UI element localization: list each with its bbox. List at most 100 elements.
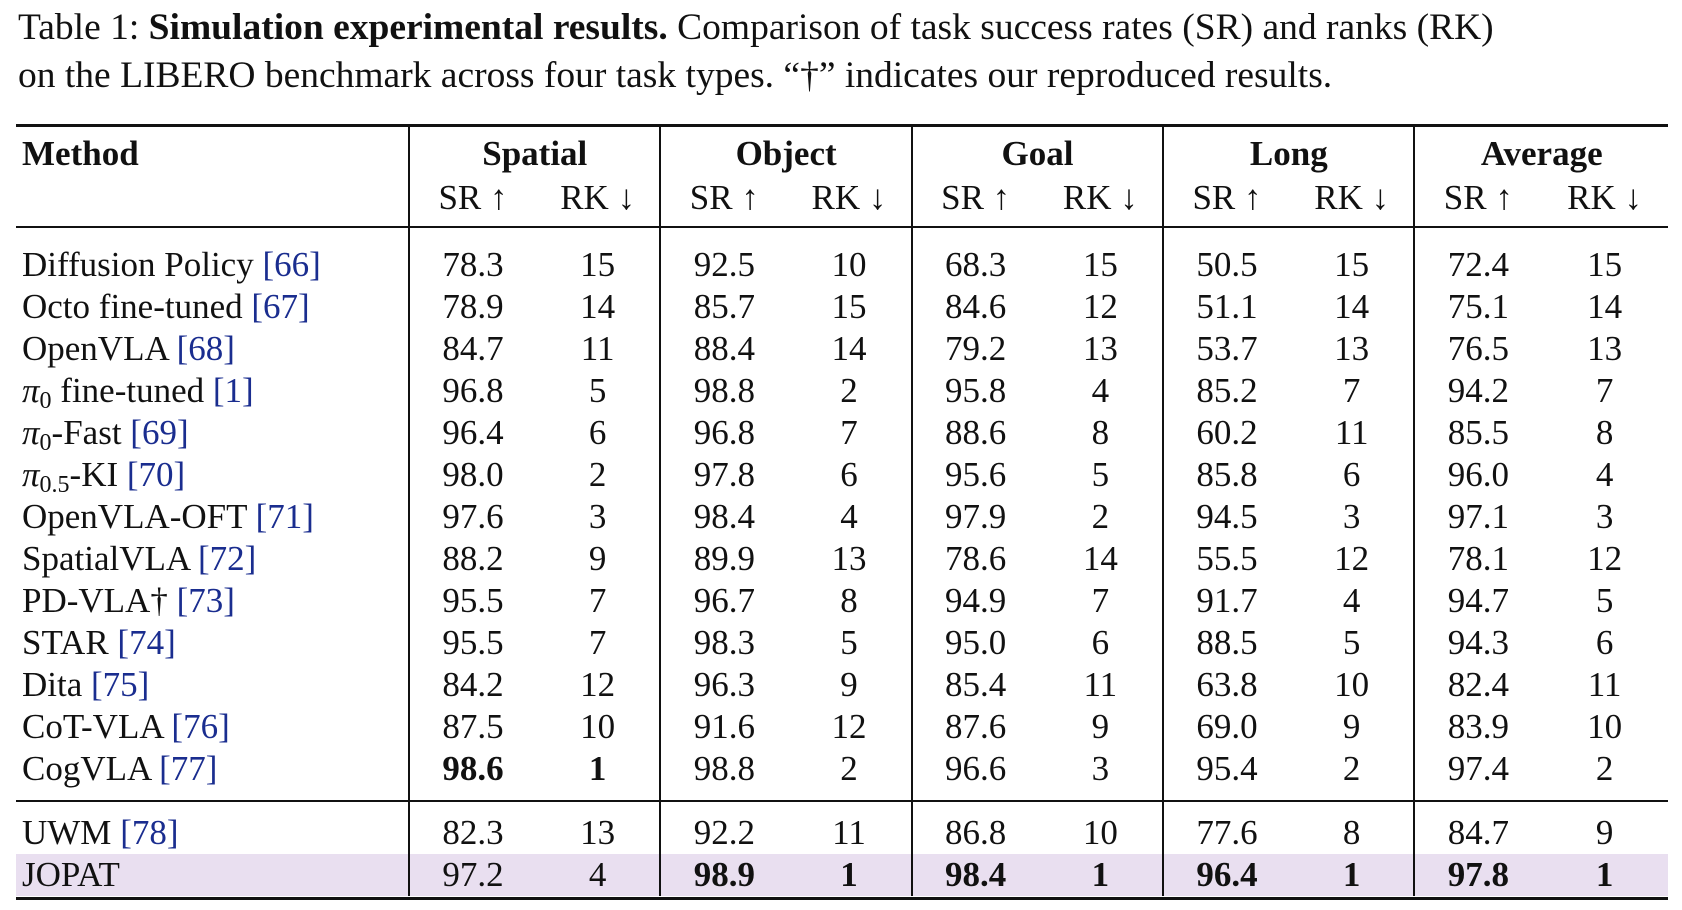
- sr-value: 95.5: [408, 580, 536, 622]
- citation-link[interactable]: [71]: [255, 497, 314, 536]
- citation-link[interactable]: [73]: [176, 581, 235, 620]
- sr-value: 94.9: [910, 580, 1039, 622]
- rk-value: 13: [1334, 329, 1370, 368]
- sr-value: 95.0: [910, 622, 1039, 664]
- caption-line-1: Table 1: Simulation experimental results…: [18, 4, 1668, 52]
- sr-value: 53.7: [1162, 328, 1290, 370]
- top-rule: [16, 124, 1668, 127]
- rk-value: 13: [580, 813, 616, 852]
- method-cell: STAR [74]: [16, 622, 409, 664]
- table-row: OpenVLA [68] 84.7 11 88.4 14 79.2 13 53.7 13 76.5…: [16, 328, 1668, 370]
- sr-value: 91.7: [1162, 580, 1290, 622]
- rk-value: 14: [1082, 539, 1118, 578]
- rk-value: 10: [580, 707, 616, 746]
- rk-value: 9: [1342, 707, 1361, 746]
- citation-link[interactable]: [68]: [176, 329, 235, 368]
- method-cell: SpatialVLA [72]: [16, 538, 409, 580]
- citation-link[interactable]: [77]: [159, 749, 218, 788]
- group-header-long: Long: [1162, 126, 1415, 176]
- sr-value: 85.5: [1413, 412, 1542, 454]
- citation-link[interactable]: [67]: [251, 287, 310, 326]
- sr-value: 94.2: [1413, 370, 1542, 412]
- citation-link[interactable]: [72]: [197, 539, 257, 578]
- sr-value: 92.5: [659, 227, 788, 286]
- sr-value: 91.6: [659, 706, 788, 748]
- rk-value: 4: [1595, 455, 1614, 494]
- rk-value: 7: [588, 623, 607, 662]
- caption-label: Table 1:: [18, 7, 140, 48]
- citation-link[interactable]: [74]: [117, 623, 176, 662]
- sr-header: SR ↑: [1162, 176, 1290, 228]
- citation-link[interactable]: [66]: [262, 245, 321, 284]
- citation-link[interactable]: [75]: [91, 665, 150, 704]
- rk-value: 7: [1342, 371, 1361, 410]
- rk-value: 14: [580, 287, 616, 326]
- rk-value: 2: [1541, 748, 1668, 802]
- rk-value: 4: [1091, 371, 1110, 410]
- table-row: Octo fine-tuned [67] 78.9 14 85.7 15 84.6 12 51…: [16, 286, 1668, 328]
- rk-value: 3: [588, 497, 607, 536]
- sr-value: 97.1: [1413, 496, 1542, 538]
- rk-value: 13: [1082, 329, 1118, 368]
- rk-value: 2: [1091, 497, 1110, 536]
- method-subscript: 0: [39, 388, 52, 414]
- sr-header: SR ↑: [1413, 176, 1542, 228]
- rk-value: 15: [1334, 245, 1370, 284]
- rk-value: 15: [1082, 245, 1118, 284]
- sr-value: 94.7: [1413, 580, 1542, 622]
- caption-text-1: Comparison of task success rates (SR) an…: [667, 7, 1494, 48]
- sr-value: 63.8: [1162, 664, 1290, 706]
- rk-value: 5: [1342, 623, 1361, 662]
- sr-value: 75.1: [1413, 286, 1542, 328]
- method-name: -KI: [69, 455, 119, 494]
- sr-value: 96.3: [659, 664, 788, 706]
- rk-value: 3: [1038, 748, 1164, 802]
- method-name: OpenVLA: [22, 329, 168, 368]
- sr-value: 82.3: [408, 801, 536, 854]
- method-cell: JOPAT: [16, 854, 410, 896]
- rk-value: 14: [1587, 287, 1623, 326]
- sr-value: 95.5: [408, 622, 536, 664]
- method-cell: UWM [78]: [16, 801, 409, 854]
- rk-value: 11: [1587, 665, 1622, 704]
- method-cell: Dita [75]: [16, 664, 409, 706]
- sr-value: 89.9: [659, 538, 788, 580]
- citation-link[interactable]: [76]: [171, 707, 230, 746]
- rk-value: 7: [840, 413, 858, 452]
- citation-link[interactable]: [69]: [130, 413, 189, 452]
- citation-link[interactable]: [1]: [212, 371, 254, 410]
- sr-value: 87.5: [408, 706, 536, 748]
- group-header-spatial: Spatial: [408, 126, 661, 176]
- sr-value: 84.2: [408, 664, 536, 706]
- sr-value: 84.6: [910, 286, 1039, 328]
- rk-value: 15: [580, 245, 616, 284]
- citation-link[interactable]: [70]: [126, 455, 186, 494]
- sr-value: 96.6: [910, 748, 1039, 802]
- rk-value: 8: [1595, 413, 1614, 452]
- sr-value: 51.1: [1162, 286, 1290, 328]
- rk-value: 10: [1587, 707, 1623, 746]
- rk-value: 6: [840, 455, 858, 494]
- rk-header: RK ↓: [1289, 176, 1415, 228]
- sr-value: 98.8: [659, 748, 788, 802]
- rk-value: 3: [1595, 497, 1614, 536]
- sr-value: 96.8: [408, 370, 536, 412]
- table-row: π0.5-KI [70] 98.0 2 97.8 6 95.6 5 85.8 6 96.0 4: [16, 454, 1668, 497]
- sr-value: 94.3: [1413, 622, 1542, 664]
- sr-value: 96.4: [1162, 854, 1290, 896]
- rk-value: 8: [840, 581, 858, 620]
- rk-value: 1: [1541, 854, 1668, 896]
- caption-line-2: on the LIBERO benchmark across four task…: [18, 55, 1333, 96]
- rk-value: 5: [588, 371, 607, 410]
- sr-value: 85.2: [1162, 370, 1290, 412]
- caption-title: Simulation experimental results.: [148, 7, 668, 48]
- citation-link[interactable]: [78]: [120, 813, 179, 852]
- method-name: fine-tuned: [51, 371, 205, 410]
- sr-value: 98.8: [659, 370, 788, 412]
- sr-value: 87.6: [910, 706, 1039, 748]
- group-header-object: Object: [659, 126, 912, 176]
- sr-value: 88.4: [659, 328, 788, 370]
- sr-header: SR ↑: [910, 176, 1039, 228]
- method-name: JOPAT: [22, 855, 120, 894]
- sr-value: 95.6: [910, 454, 1039, 496]
